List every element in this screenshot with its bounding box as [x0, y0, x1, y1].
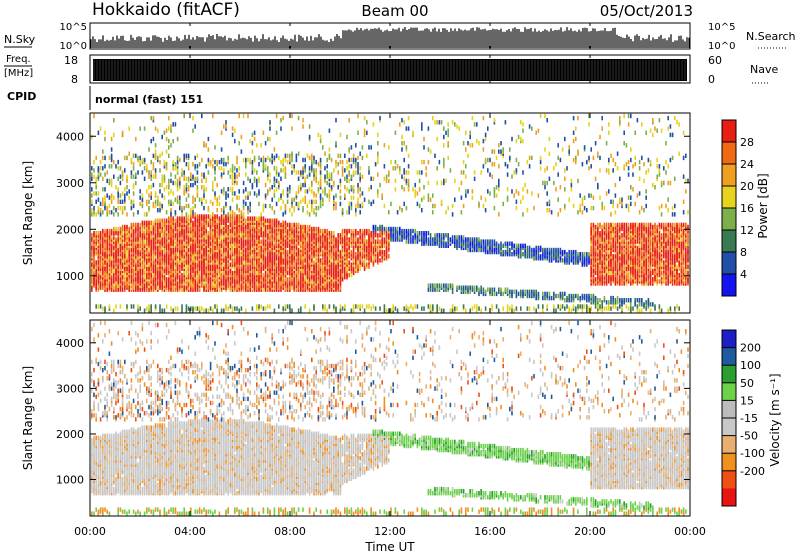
nave-tick-top: 60	[708, 54, 722, 67]
power-colorbar-swatch-5	[722, 230, 736, 253]
velocity-colorbar-swatch-2	[722, 365, 736, 384]
velocity-colorbar-swatch-4	[722, 400, 736, 419]
power-ytick-label-3: 4000	[56, 130, 84, 143]
freq-tick-top: 18	[64, 54, 78, 67]
velocity-colorbar-label-0: 200	[740, 342, 761, 355]
power-colorbar-label: Power [dB]	[756, 173, 770, 238]
nsky-tick-bottom: 10^0	[60, 41, 87, 52]
velocity-colorbar-swatch-6	[722, 435, 736, 454]
velocity-colorbar-label: Velocity [m s⁻¹]	[768, 373, 782, 466]
nave-label: Nave	[750, 63, 778, 76]
power-colorbar-label-6: 4	[740, 268, 747, 281]
velocity-heatmap	[91, 320, 689, 516]
velocity-colorbar-label-4: -15	[740, 412, 758, 425]
x-axis-label: Time UT	[364, 540, 415, 554]
velocity-colorbar-swatch-3	[722, 382, 736, 401]
x-tick-label-6: 00:00	[674, 525, 706, 538]
power-colorbar-label-1: 24	[740, 158, 754, 171]
nsky-right-tick-bottom: 10^0	[708, 41, 735, 52]
velocity-ytick-label-3: 4000	[56, 337, 84, 350]
x-tick-label-4: 16:00	[474, 525, 506, 538]
nsky-label: N.Sky	[4, 33, 36, 46]
velocity-ytick-label-1: 2000	[56, 428, 84, 441]
power-ylabel: Slant Range [km]	[21, 161, 35, 265]
nsky-bars	[90, 27, 690, 48]
power-colorbar-swatch-4	[722, 208, 736, 231]
velocity-ytick-label-2: 3000	[56, 382, 84, 395]
velocity-colorbar-label-7: -200	[740, 465, 765, 478]
nave-tick-bottom: 0	[708, 73, 715, 86]
velocity-colorbar-label-5: -50	[740, 430, 758, 443]
velocity-ylabel: Slant Range [km]	[21, 366, 35, 470]
x-tick-label-0: 00:00	[74, 525, 106, 538]
velocity-colorbar-label-6: -100	[740, 447, 765, 460]
velocity-colorbar-label-1: 100	[740, 359, 761, 372]
nsky-right-tick-top: 10^5	[708, 22, 735, 33]
x-tick-label-5: 20:00	[574, 525, 606, 538]
power-heatmap	[91, 113, 689, 313]
x-tick-label-1: 04:00	[174, 525, 206, 538]
nsky-trace	[90, 27, 690, 48]
velocity-colorbar-swatch-7	[722, 453, 736, 472]
cpid-label: CPID	[7, 90, 36, 103]
power-colorbar-swatch-1	[722, 142, 736, 165]
beam-title: Beam 00	[361, 2, 428, 20]
velocity-colorbar-swatch-8	[722, 470, 736, 489]
x-tick-label-2: 08:00	[274, 525, 306, 538]
power-colorbar-swatch-7	[722, 274, 736, 297]
power-colorbar-swatch-2	[722, 164, 736, 187]
nsky-panel	[89, 22, 691, 50]
freq-label: Freq.	[6, 54, 31, 65]
velocity-ytick-label-0: 1000	[56, 474, 84, 487]
power-ytick-label-1: 2000	[56, 223, 84, 236]
nsearch-label: N.Search	[746, 30, 796, 43]
velocity-colorbar-swatch-0	[722, 330, 736, 349]
date-title: 05/Oct/2013	[600, 2, 693, 20]
freq-unit-label: [MHz]	[4, 68, 33, 79]
power-colorbar-label-3: 16	[740, 202, 754, 215]
cpid-text: normal (fast) 151	[95, 93, 203, 106]
freq-striations	[93, 60, 686, 80]
power-colorbar-label-2: 20	[740, 180, 754, 193]
freq-fill	[93, 59, 687, 81]
power-colorbar-swatch-0	[722, 120, 736, 143]
freq-tick-bottom: 8	[71, 73, 78, 86]
power-ytick-label-0: 1000	[56, 270, 84, 283]
velocity-colorbar-swatch-9	[722, 488, 736, 507]
power-colorbar-label-0: 28	[740, 136, 754, 149]
freq-nave-trace	[93, 59, 687, 81]
x-tick-label-3: 12:00	[374, 525, 406, 538]
station-title: Hokkaido (fitACF)	[92, 0, 240, 20]
power-ytick-label-2: 3000	[56, 177, 84, 190]
velocity-colorbar-label-2: 50	[740, 377, 754, 390]
nsky-tick-top: 10^5	[60, 22, 87, 33]
power-colorbar-swatch-3	[722, 186, 736, 209]
power-colorbar-label-4: 12	[740, 224, 754, 237]
velocity-colorbar-swatch-5	[722, 418, 736, 437]
power-colorbar-swatch-6	[722, 252, 736, 275]
velocity-colorbar-label-3: 15	[740, 394, 754, 407]
power-colorbar-label-5: 8	[740, 246, 747, 259]
velocity-colorbar-swatch-1	[722, 347, 736, 366]
